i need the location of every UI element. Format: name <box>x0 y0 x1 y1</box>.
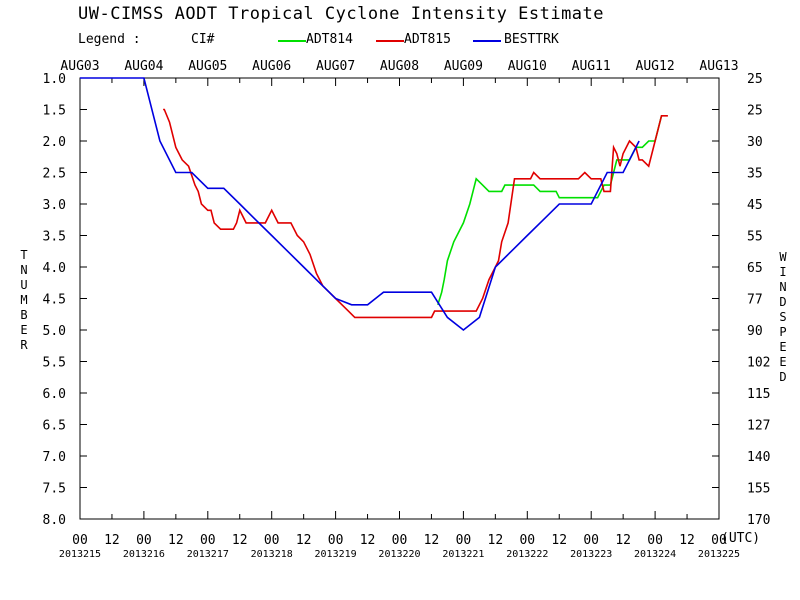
wind-tick-label: 35 <box>747 167 763 182</box>
chart-title: UW-CIMSS AODT Tropical Cyclone Intensity… <box>78 4 605 24</box>
x-hour-label: 00 <box>72 533 88 548</box>
top-date-label: AUG10 <box>508 59 547 74</box>
wind-tick-label: 77 <box>747 293 763 308</box>
x-hour-label: 12 <box>296 533 312 548</box>
top-date-labels: AUG03 AUG04 AUG05 AUG06 AUG07 AUG08 AUG09 AUG10… <box>60 59 738 74</box>
series-line-adt815 <box>163 108 668 319</box>
legend-besttrk-label: BESTTRK <box>504 32 559 47</box>
x-hour-label: 12 <box>360 533 376 548</box>
x-hour-label: 12 <box>232 533 248 548</box>
top-date-label: AUG12 <box>636 59 675 74</box>
legend-adt815-swatch <box>376 40 404 42</box>
left-y-tick-labels: 1.0 1.5 2.0 2.5 3.0 3.5 4.0 4.5 5.0 5.5 6.0 6.5 7.0 7… <box>43 72 66 528</box>
wind-tick-label: 25 <box>747 104 763 119</box>
x-hour-label: 12 <box>488 533 504 548</box>
y-tick-label: 3.0 <box>43 198 66 213</box>
y-tick-label: 1.5 <box>43 104 66 119</box>
y-tick-label: 3.5 <box>43 230 66 245</box>
legend-adt814-label: ADT814 <box>306 32 353 47</box>
x-date-label: 2013219 <box>315 549 357 560</box>
x-date-label: 2013221 <box>442 549 484 560</box>
y-tick-label: 2.5 <box>43 167 66 182</box>
wind-tick-label: 30 <box>747 135 763 150</box>
y-tick-label: 2.0 <box>43 135 66 150</box>
series-line-besttrk <box>80 77 640 332</box>
y-tick-label: 7.5 <box>43 482 66 497</box>
axis-ticks <box>79 77 720 520</box>
top-date-label: AUG03 <box>60 59 99 74</box>
legend-adt814-swatch <box>278 40 306 42</box>
y-tick-label: 1.0 <box>43 72 66 87</box>
x-hour-label: 12 <box>679 533 695 548</box>
x-hour-label: 00 <box>136 533 152 548</box>
x-hour-label: 00 <box>392 533 408 548</box>
right-y-tick-labels: 25 25 30 35 45 55 65 77 90 102 115 127 140 155 170 <box>747 72 770 528</box>
top-date-label: AUG05 <box>188 59 227 74</box>
legend-besttrk-swatch <box>473 40 501 42</box>
wind-tick-label: 55 <box>747 230 763 245</box>
wind-tick-label: 65 <box>747 261 763 276</box>
x-date-label: 2013217 <box>187 549 229 560</box>
top-date-label: AUG11 <box>572 59 611 74</box>
wind-tick-label: 90 <box>747 324 763 339</box>
y-tick-label: 8.0 <box>43 513 66 528</box>
wind-tick-label: 155 <box>747 482 770 497</box>
x-date-label: 2013216 <box>123 549 165 560</box>
y-tick-label: 4.5 <box>43 293 66 308</box>
x-hour-label: 00 <box>264 533 280 548</box>
legend-label: Legend : <box>78 32 141 47</box>
x-date-label: 2013220 <box>378 549 420 560</box>
left-axis-label: T NUMBER <box>20 248 28 352</box>
series-lines <box>80 77 668 332</box>
wind-tick-label: 102 <box>747 356 770 371</box>
top-date-label: AUG06 <box>252 59 291 74</box>
bottom-date-labels: 2013215 2013216 2013217 2013218 2013219 20132… <box>59 549 740 560</box>
wind-tick-label: 127 <box>747 419 770 434</box>
x-date-label: 2013222 <box>506 549 548 560</box>
legend-adt815-label: ADT815 <box>404 32 451 47</box>
wind-tick-label: 170 <box>747 513 770 528</box>
y-tick-label: 5.0 <box>43 324 66 339</box>
x-hour-label: 12 <box>424 533 440 548</box>
x-date-label: 2013218 <box>251 549 293 560</box>
x-date-label: 2013223 <box>570 549 612 560</box>
y-tick-label: 7.0 <box>43 450 66 465</box>
x-hour-label: 12 <box>615 533 631 548</box>
plot-area <box>79 77 720 520</box>
right-axis-label: WIND SPEED <box>779 250 787 384</box>
y-tick-label: 4.0 <box>43 261 66 276</box>
wind-tick-label: 115 <box>747 387 770 402</box>
y-tick-label: 5.5 <box>43 356 66 371</box>
x-hour-label: 00 <box>583 533 599 548</box>
x-hour-label: 00 <box>711 533 727 548</box>
x-hour-label: 00 <box>200 533 216 548</box>
x-date-label: 2013215 <box>59 549 101 560</box>
wind-tick-label: 140 <box>747 450 770 465</box>
bottom-hour-labels: 00 12 00 12 00 12 00 12 00 12 00 12 00 12 00 12 00 12 00 12… <box>72 533 727 548</box>
legend-ci-label: CI# <box>191 32 215 47</box>
top-date-label: AUG09 <box>444 59 483 74</box>
top-date-label: AUG08 <box>380 59 419 74</box>
y-tick-label: 6.0 <box>43 387 66 402</box>
x-date-label: 2013225 <box>698 549 740 560</box>
y-tick-label: 6.5 <box>43 419 66 434</box>
x-hour-label: 00 <box>519 533 535 548</box>
x-hour-label: 00 <box>647 533 663 548</box>
x-date-label: 2013224 <box>634 549 676 560</box>
x-unit-label: (UTC) <box>721 531 761 546</box>
top-date-label: AUG07 <box>316 59 355 74</box>
wind-tick-label: 25 <box>747 72 763 87</box>
wind-tick-label: 45 <box>747 198 763 213</box>
top-date-label: AUG04 <box>124 59 163 74</box>
x-hour-label: 00 <box>328 533 344 548</box>
x-hour-label: 12 <box>104 533 120 548</box>
x-hour-label: 12 <box>551 533 567 548</box>
x-hour-label: 00 <box>456 533 472 548</box>
top-date-label: AUG13 <box>699 59 738 74</box>
x-hour-label: 12 <box>168 533 184 548</box>
